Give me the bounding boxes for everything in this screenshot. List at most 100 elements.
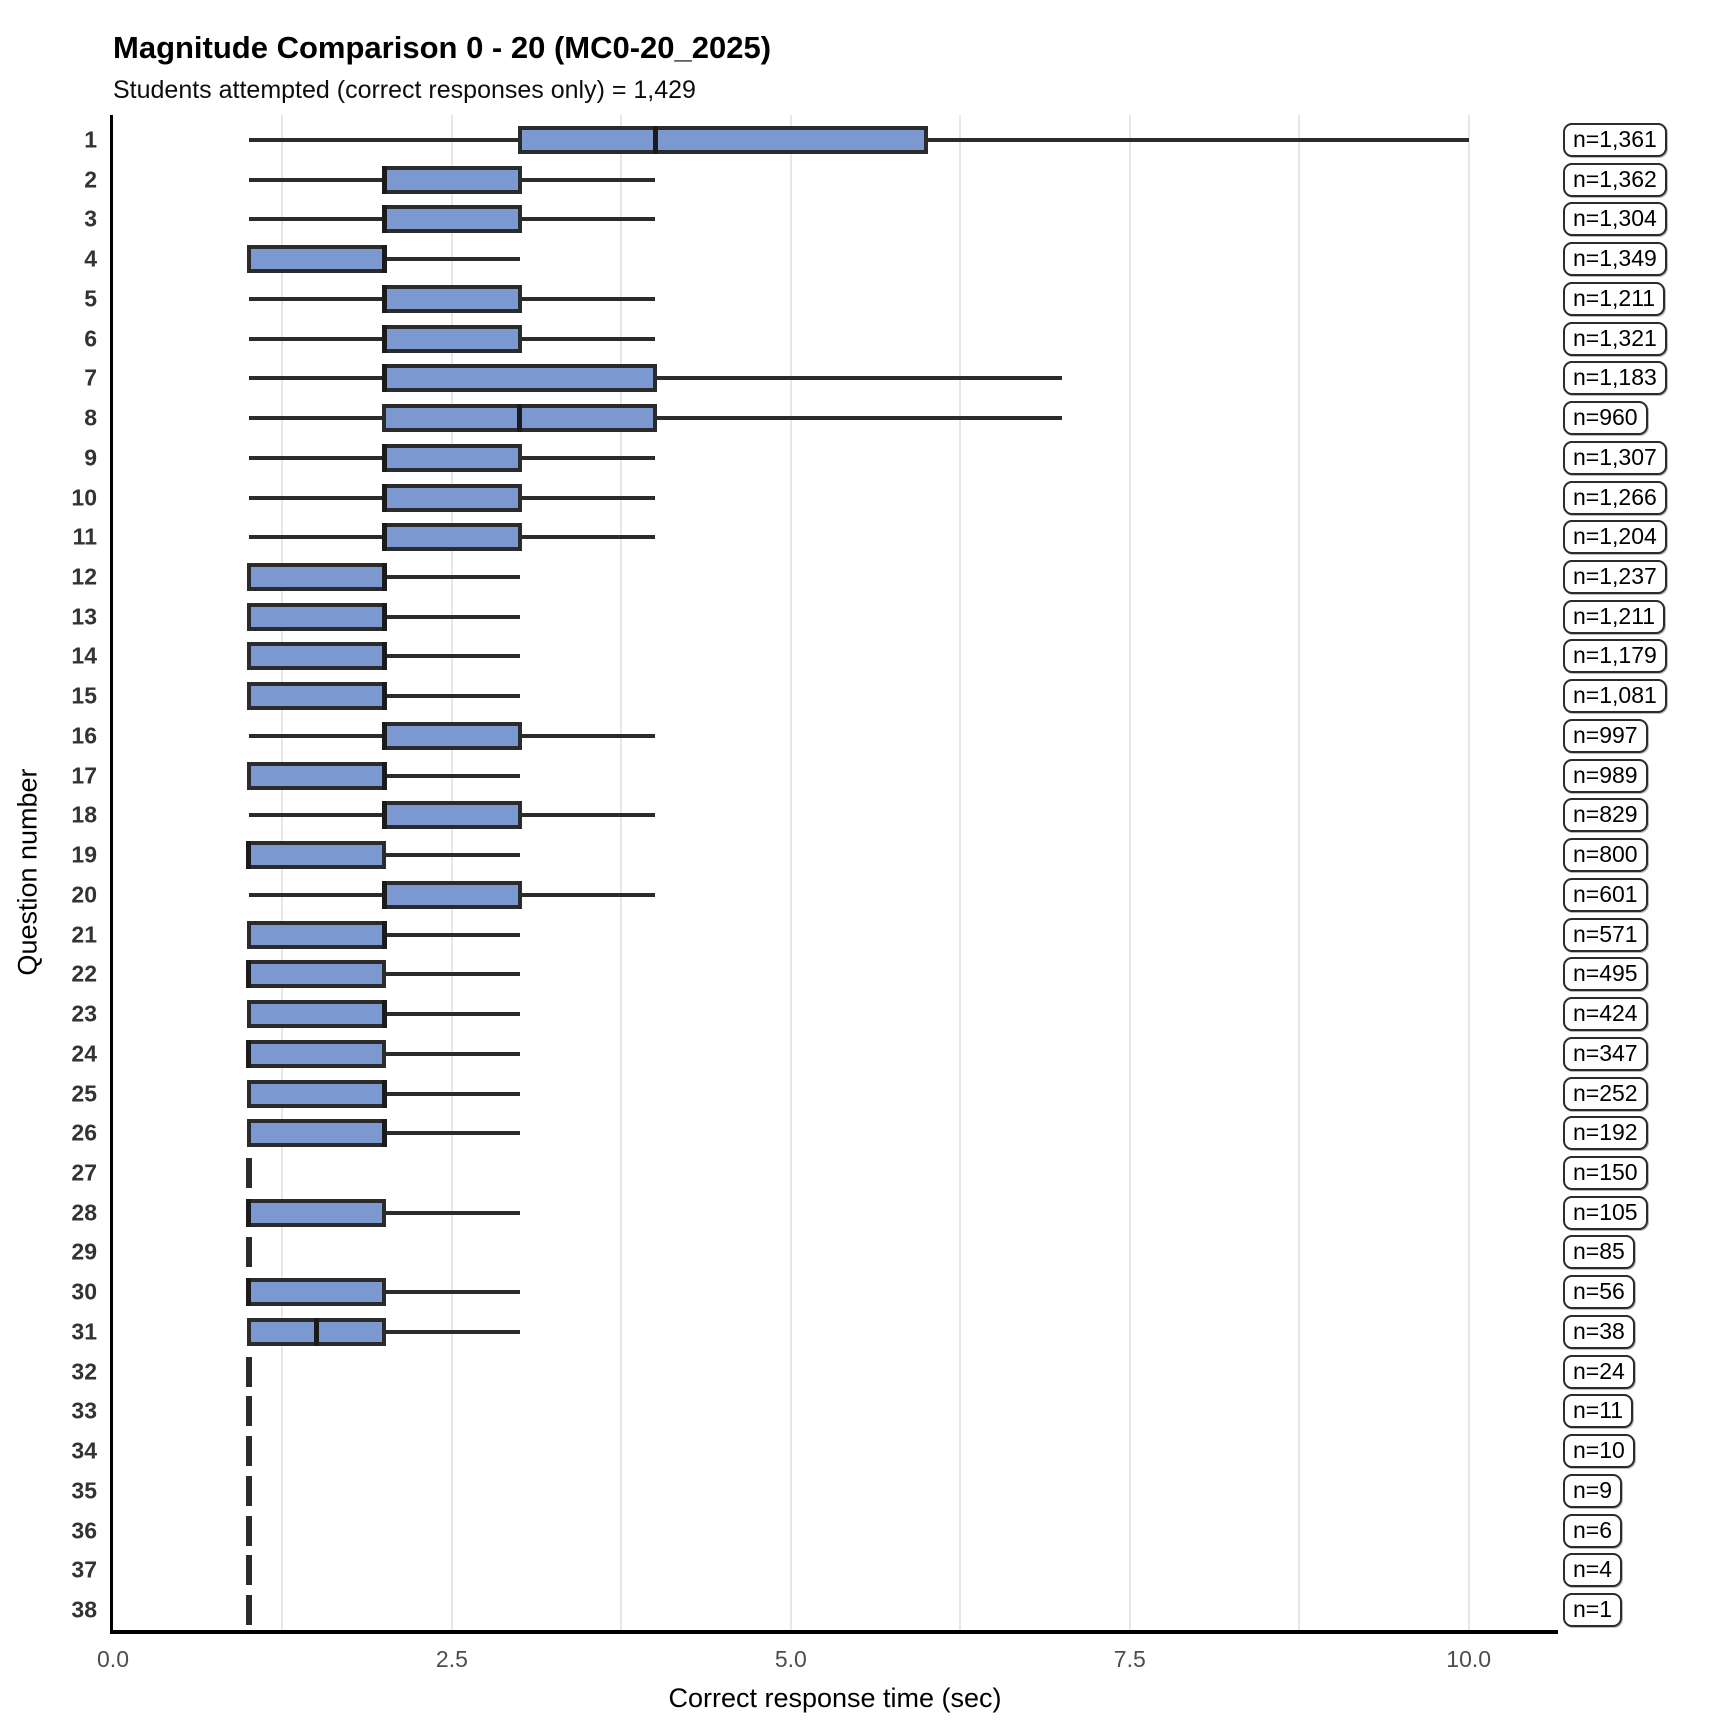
x-tick-label: 5.0: [774, 1646, 807, 1672]
median-line: [246, 841, 252, 870]
question-label: 36: [71, 1517, 97, 1544]
n-badge: n=1,204: [1563, 520, 1667, 555]
box: [246, 960, 387, 989]
n-badge: n=1,081: [1563, 679, 1667, 714]
question-label: 15: [71, 682, 97, 709]
question-label: 5: [84, 285, 97, 312]
median-line: [313, 1317, 319, 1346]
box: [246, 1039, 387, 1068]
n-badge: n=960: [1563, 401, 1648, 436]
whisker-left: [248, 813, 385, 818]
whisker-right: [519, 217, 656, 222]
median-line: [246, 1039, 252, 1068]
whisker-right: [384, 1091, 520, 1096]
whisker-right: [519, 733, 656, 738]
whisker-right: [519, 455, 656, 460]
n-badge: n=85: [1563, 1235, 1635, 1270]
whisker-right: [519, 296, 656, 301]
question-label: 3: [84, 205, 97, 232]
whisker-left: [248, 416, 385, 421]
whisker-left: [248, 455, 385, 460]
whisker-right: [384, 654, 520, 659]
n-badge: n=347: [1563, 1036, 1648, 1071]
question-label: 4: [84, 245, 97, 272]
median-line: [381, 602, 387, 631]
question-label: 31: [71, 1318, 97, 1345]
box: [246, 841, 387, 870]
question-label: 10: [71, 484, 97, 511]
n-badge: n=1,179: [1563, 639, 1667, 674]
median-line: [381, 284, 387, 313]
box: [246, 682, 387, 711]
n-badge: n=9: [1563, 1473, 1623, 1508]
median-line: [381, 523, 387, 552]
whisker-left: [248, 177, 385, 182]
n-badge: n=495: [1563, 957, 1648, 992]
n-badge: n=1,307: [1563, 440, 1667, 475]
degenerate-dash: [245, 1555, 252, 1586]
whisker-right: [384, 575, 520, 580]
question-label: 34: [71, 1437, 97, 1464]
n-badge: n=1,361: [1563, 123, 1667, 157]
question-label: 27: [71, 1159, 97, 1186]
whisker-left: [248, 336, 385, 341]
median-line: [381, 920, 387, 949]
question-label: 32: [71, 1358, 97, 1385]
whisker-left: [248, 733, 385, 738]
median-line: [381, 364, 387, 393]
question-label: 9: [84, 444, 97, 471]
box: [246, 1079, 387, 1108]
box: [246, 563, 387, 592]
box: [382, 364, 658, 393]
question-label: 26: [71, 1119, 97, 1146]
whisker-right: [519, 892, 656, 897]
n-badge: n=997: [1563, 718, 1648, 753]
n-badge: n=1,321: [1563, 321, 1667, 356]
n-badge: n=1,237: [1563, 560, 1667, 595]
n-badge: n=1: [1563, 1593, 1623, 1627]
median-line: [381, 483, 387, 512]
whisker-right: [519, 813, 656, 818]
question-label: 35: [71, 1477, 97, 1504]
whisker-right: [384, 972, 520, 977]
n-badge: n=1,211: [1563, 599, 1666, 634]
n-badge: n=800: [1563, 838, 1648, 873]
n-badge: n=192: [1563, 1116, 1648, 1151]
question-label: 33: [71, 1397, 97, 1424]
n-badge: n=1,362: [1563, 162, 1667, 197]
median-line: [381, 1119, 387, 1148]
y-axis-title: Question number: [12, 768, 43, 976]
grid-line: [1467, 115, 1470, 1630]
box: [246, 761, 387, 790]
whisker-left: [248, 495, 385, 500]
question-label: 7: [84, 364, 97, 391]
whisker-right: [655, 416, 1062, 421]
box: [246, 1119, 387, 1148]
whisker-right: [384, 257, 520, 262]
n-badge: n=6: [1563, 1513, 1623, 1548]
n-badge: n=105: [1563, 1195, 1648, 1230]
whisker-right: [384, 694, 520, 699]
question-label: 17: [71, 762, 97, 789]
box: [382, 205, 522, 234]
median-line: [381, 324, 387, 353]
question-label: 2: [84, 166, 97, 193]
box: [246, 602, 387, 631]
degenerate-dash: [245, 1436, 252, 1467]
grid-line: [1298, 115, 1301, 1630]
question-label: 19: [71, 841, 97, 868]
whisker-left: [248, 296, 385, 301]
grid-line: [620, 115, 623, 1630]
median-line: [381, 682, 387, 711]
question-label: 12: [71, 563, 97, 590]
n-badge: n=150: [1563, 1155, 1648, 1190]
whisker-right: [655, 376, 1062, 381]
question-label: 29: [71, 1238, 97, 1265]
box: [382, 443, 522, 472]
box: [246, 245, 387, 274]
n-badge: n=601: [1563, 877, 1648, 912]
grid-line: [1128, 115, 1131, 1630]
box: [382, 880, 522, 909]
degenerate-dash: [245, 1475, 252, 1506]
